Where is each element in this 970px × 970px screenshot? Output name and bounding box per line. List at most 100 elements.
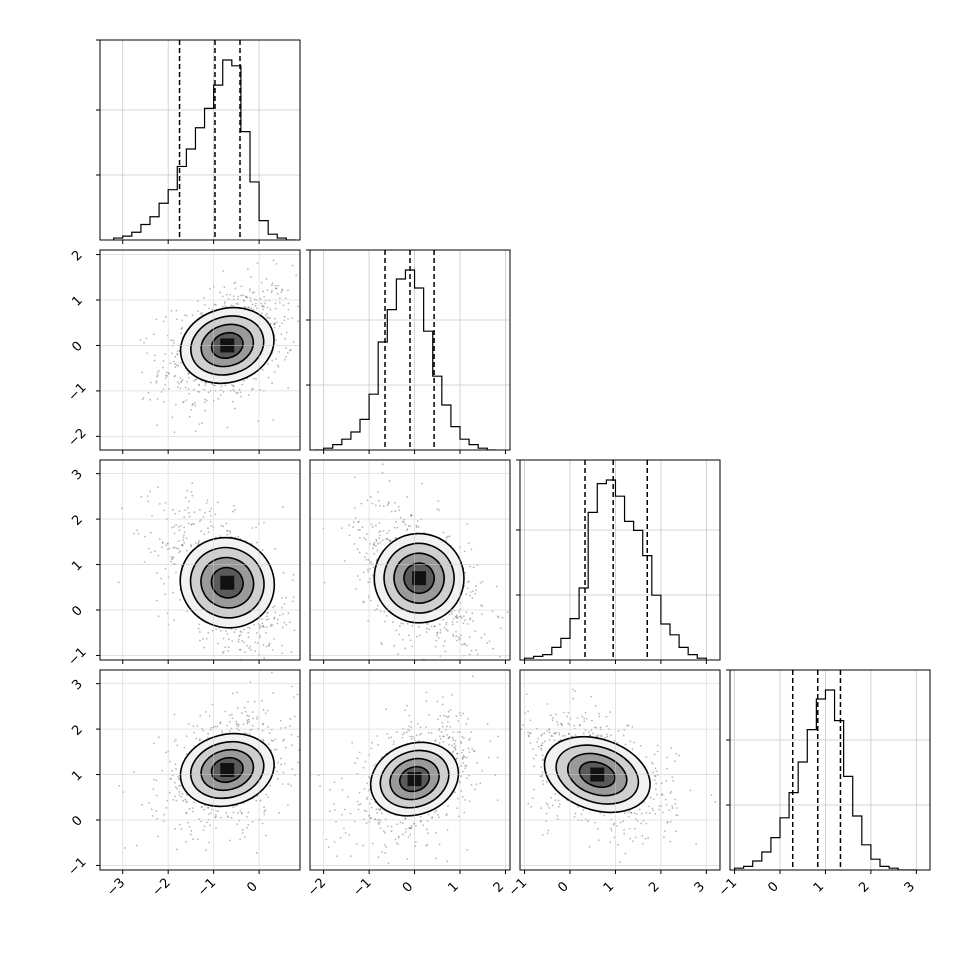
scatter-point [203,825,206,828]
scatter-point [655,793,658,796]
scatter-point [499,757,501,759]
scatter-point [226,815,229,817]
scatter-point [269,322,272,325]
scatter-point [177,547,180,550]
scatter-point [255,799,258,802]
scatter-point [669,840,672,843]
scatter-point [386,532,389,535]
scatter-point [264,314,267,317]
scatter-point [183,314,186,316]
scatter-point [599,812,602,815]
scatter-point [265,626,268,629]
scatter-point [378,823,380,826]
scatter-point [241,832,244,835]
scatter-point [166,375,169,377]
scatter-point [188,807,191,810]
scatter-point [191,810,194,813]
scatter-point [266,289,269,291]
scatter-point [188,415,191,418]
scatter-point [425,631,428,634]
scatter-point [219,394,222,396]
scatter-point [185,801,188,804]
scatter-point [221,730,223,733]
scatter-point [574,734,577,736]
scatter-point [378,537,381,540]
scatter-point [141,803,144,806]
scatter-point [441,696,444,698]
scatter-point [219,535,222,538]
scatter-point [269,308,272,311]
scatter-point [464,643,466,645]
scatter-point [172,508,174,511]
scatter-point [468,653,471,656]
scatter-point [545,812,548,815]
histogram-step-1 [314,269,497,450]
scatter-point [124,847,126,849]
scatter-point [539,775,542,778]
scatter-point [155,318,158,321]
scatter-point [664,798,667,801]
scatter-point [277,618,279,621]
scatter-point [674,798,677,801]
scatter-point [262,290,265,293]
scatter-point [173,431,176,434]
histogram-step-3 [733,689,917,870]
scatter-point [357,521,359,524]
scatter-point [173,375,176,378]
scatter-point [198,539,201,542]
scatter-point [235,392,238,395]
scatter-point [540,734,543,737]
scatter-point [185,812,188,815]
scatter-point [446,734,448,736]
scatter-point [435,832,437,834]
scatter-point [578,724,581,727]
scatter-point [243,379,246,382]
scatter-point [265,316,268,319]
scatter-point [404,817,407,820]
scatter-point [402,622,405,625]
scatter-point [389,539,392,542]
scatter-point [199,312,202,315]
scatter-point [610,827,613,830]
x-tick-label-1: −1 [351,875,375,899]
scatter-point [365,822,368,825]
scatter-point [290,784,292,787]
scatter-point [668,809,671,812]
scatter-point [200,820,203,823]
scatter-point [191,314,194,317]
scatter-point [264,712,267,715]
scatter-point [386,733,389,735]
scatter-point [164,384,167,386]
scatter-point [451,751,454,754]
scatter-point [155,571,158,574]
scatter-point [262,308,265,311]
scatter-point [652,798,655,801]
scatter-point [369,599,372,602]
scatter-point [457,636,460,639]
scatter-point [278,811,281,814]
scatter-point [185,800,187,803]
scatter-point [475,589,477,592]
scatter-point [268,317,271,320]
scatter-point [180,544,183,547]
scatter-point [455,630,457,633]
scatter-point [661,811,664,814]
scatter-point [189,833,192,836]
scatter-point [666,756,669,759]
scatter-point [227,816,230,819]
scatter-point [471,675,474,678]
scatter-point [428,628,430,631]
scatter-point [234,509,236,511]
scatter-point [191,482,194,484]
scatter-point [430,732,433,735]
scatter-point [469,618,471,621]
scatter-point [612,823,615,826]
scatter-point [468,751,471,754]
scatter-point [467,718,469,720]
scatter-point [416,635,418,638]
scatter-point [439,629,442,631]
scatter-point [471,597,474,599]
scatter-point [277,284,280,287]
axes-frame [729,669,931,871]
scatter-point [496,797,498,799]
